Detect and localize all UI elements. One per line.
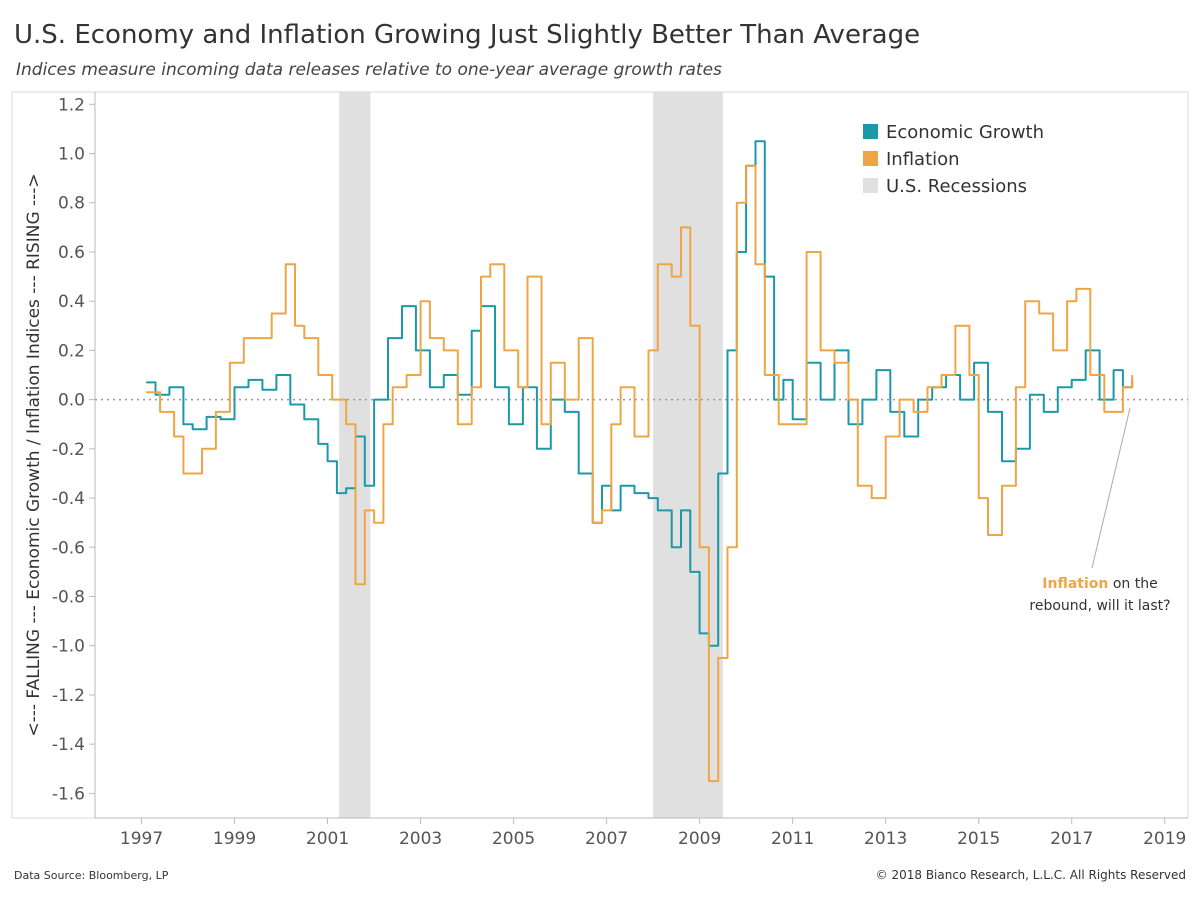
annotation-leader-line xyxy=(1091,407,1131,569)
legend-item-inflation-swatch xyxy=(863,151,878,166)
annotation-line-1-rest: on the xyxy=(1108,576,1157,592)
y-tick-label: 0.2 xyxy=(58,341,85,361)
y-tick-label: 0.0 xyxy=(58,391,85,411)
y-tick-label: -1.2 xyxy=(52,686,85,706)
x-tick-label: 2013 xyxy=(864,829,907,849)
inflation-series-line xyxy=(146,164,1134,783)
y-tick-label: -0.4 xyxy=(52,489,85,509)
annotation-highlight: Inflation xyxy=(1042,576,1108,592)
legend: Economic Growth Inflation U.S. Recessions xyxy=(863,122,1044,197)
recession-band xyxy=(653,92,723,818)
copyright-notice: © 2018 Bianco Research, L.L.C. All Right… xyxy=(875,868,1186,882)
x-tick-label: 2009 xyxy=(678,829,721,849)
x-tick-label: 2003 xyxy=(399,829,442,849)
y-axis-label: <--- FALLING --- Economic Growth / Infla… xyxy=(24,173,44,736)
legend-item-recessions-swatch xyxy=(863,178,878,193)
x-tick-label: 1997 xyxy=(120,829,163,849)
legend-item-economic-growth-swatch xyxy=(863,124,878,139)
y-tick-label: -1.4 xyxy=(52,735,85,755)
x-tick-label: 2007 xyxy=(585,829,628,849)
y-axis: 1.2 1.0 0.8 0.6 0.4 0.2 0.0 -0.2 -0.4 -0.6 -0.8 -1.… xyxy=(52,92,96,818)
plot-frame xyxy=(11,91,1189,819)
y-tick-label: -1.0 xyxy=(52,637,85,657)
recession-layer xyxy=(339,92,723,818)
y-tick-label: -0.8 xyxy=(52,588,85,608)
annotation-line-1: Inflation on the xyxy=(1042,576,1157,592)
economic-growth-series-line xyxy=(146,140,1134,647)
x-tick-label: 1999 xyxy=(213,829,256,849)
x-tick-label: 2017 xyxy=(1050,829,1093,849)
y-tick-label: 1.2 xyxy=(58,95,85,115)
x-tick-label: 2001 xyxy=(306,829,349,849)
legend-item-recessions: U.S. Recessions xyxy=(886,176,1027,197)
series-layer xyxy=(146,140,1134,783)
x-tick-label: 2005 xyxy=(492,829,535,849)
x-tick-label: 2019 xyxy=(1143,829,1186,849)
chart-title: U.S. Economy and Inflation Growing Just … xyxy=(14,20,921,50)
data-source: Data Source: Bloomberg, LP xyxy=(14,869,169,882)
y-tick-label: 0.8 xyxy=(58,194,85,214)
annotation: Inflation on the rebound, will it last? xyxy=(1029,407,1171,614)
x-tick-label: 2015 xyxy=(957,829,1000,849)
y-tick-label: 0.6 xyxy=(58,243,85,263)
y-tick-label: 0.4 xyxy=(58,292,85,312)
y-tick-label: -0.2 xyxy=(52,440,85,460)
y-tick-label: -1.6 xyxy=(52,784,85,804)
legend-item-inflation: Inflation xyxy=(886,149,960,170)
y-tick-label: -0.6 xyxy=(52,538,85,558)
chart-subtitle: Indices measure incoming data releases r… xyxy=(16,60,722,80)
x-axis: 1997 1999 2001 2003 2005 2007 2009 2011 2013 2015… xyxy=(95,817,1188,849)
legend-item-economic-growth: Economic Growth xyxy=(886,122,1044,143)
y-tick-label: 1.0 xyxy=(58,145,85,165)
x-tick-label: 2011 xyxy=(771,829,814,849)
annotation-line-2: rebound, will it last? xyxy=(1029,598,1170,614)
